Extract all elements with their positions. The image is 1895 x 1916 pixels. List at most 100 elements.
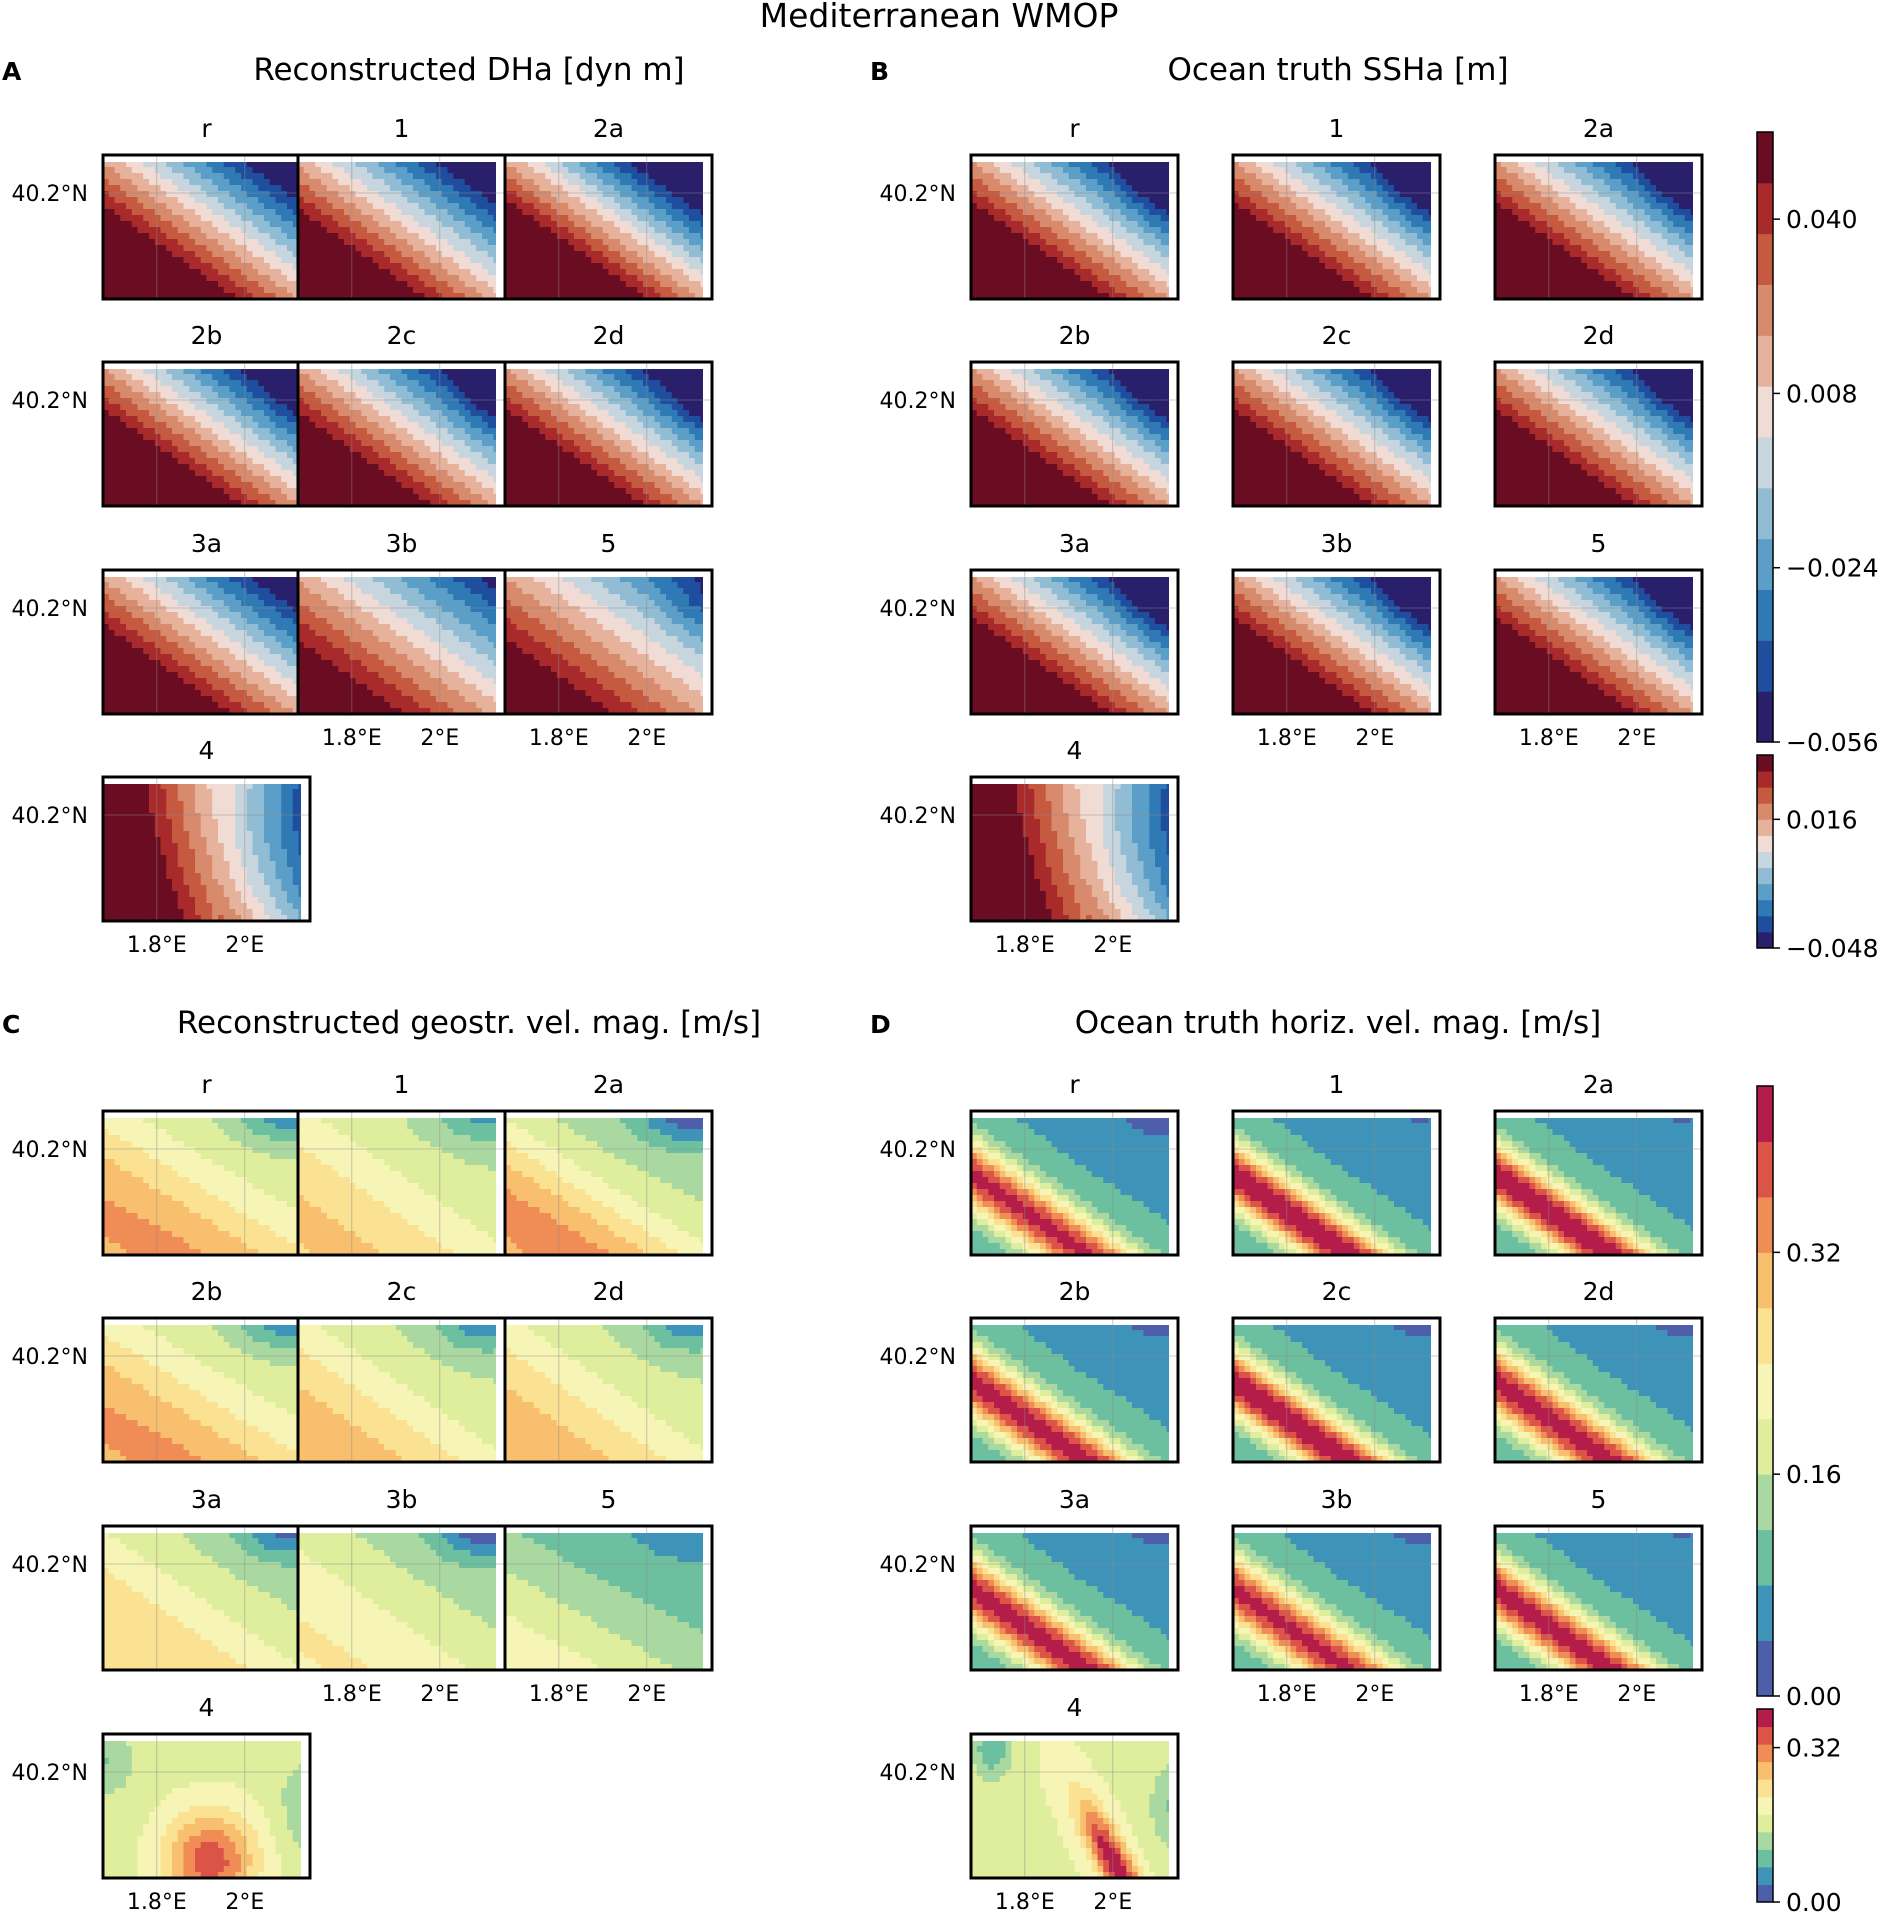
subplot-frame xyxy=(1231,1316,1442,1464)
colorbar-vel-4: 0.32 0.00 xyxy=(1756,1708,1842,1916)
colorbar-level xyxy=(1757,1363,1773,1420)
colorbar-level xyxy=(1757,1640,1773,1697)
contour-field xyxy=(103,1111,310,1255)
colorbar-frame xyxy=(1756,1085,1774,1697)
lon-tick-label: 2°E xyxy=(225,933,264,958)
subplot-label: r xyxy=(1069,114,1080,143)
lon-tick-label: 1.8°E xyxy=(322,726,382,751)
colorbar-level xyxy=(1757,1761,1773,1780)
lon-tick-label: 2°E xyxy=(1093,933,1132,958)
contour-field xyxy=(1233,1526,1440,1670)
colorbar-level xyxy=(1757,284,1773,336)
colorbar-tick-label: −0.056 xyxy=(1786,728,1879,757)
panel-c: C Reconstructed geostr. vel. mag. [m/s] r 4… xyxy=(2,1005,761,1915)
colorbar-tick-label: 0.008 xyxy=(1786,379,1858,408)
subplot-label: 2c xyxy=(387,1277,417,1306)
colorbar-level xyxy=(1757,1307,1773,1364)
subplot-frame xyxy=(969,1732,1180,1880)
colorbar-level xyxy=(1757,1529,1773,1586)
panel-letter: A xyxy=(2,57,22,86)
colorbar-level xyxy=(1757,335,1773,387)
subplot-a-2c: 2c xyxy=(296,321,507,508)
colorbar-level xyxy=(1757,883,1773,901)
colorbar-tick-label: 0.00 xyxy=(1786,1682,1842,1711)
lon-tick-label: 1.8°E xyxy=(127,1890,187,1915)
subplot-frame xyxy=(503,1109,714,1257)
subplot-label: 5 xyxy=(601,529,617,558)
colorbar-level xyxy=(1757,233,1773,285)
colorbar-level xyxy=(1757,691,1773,743)
subplot-d-3a: 3a 40.2°N xyxy=(880,1485,1180,1672)
colorbar-level xyxy=(1757,1196,1773,1253)
lon-tick-label: 1.8°E xyxy=(127,933,187,958)
subplot-frame xyxy=(1231,153,1442,301)
colorbar-frame xyxy=(1756,754,1774,949)
contour-field xyxy=(298,362,505,506)
panels-layer: A Reconstructed DHa [dyn m] r 40.2°N 1 2a 2b 40… xyxy=(2,52,1704,1915)
subplot-a-5: 5 1.8°E 2°E xyxy=(503,529,714,751)
subplot-frame xyxy=(101,1732,312,1880)
lat-tick-label: 40.2°N xyxy=(880,1138,956,1163)
colorbar-level xyxy=(1757,851,1773,869)
contour-field xyxy=(971,155,1178,299)
subplot-frame xyxy=(969,775,1180,923)
contour-field xyxy=(505,1111,712,1255)
colorbar-level xyxy=(1757,835,1773,852)
subplot-c-2a: 2a xyxy=(503,1070,714,1257)
subplot-label: 2b xyxy=(191,1277,223,1306)
lon-tick-label: 1.8°E xyxy=(1257,726,1317,751)
subplot-b-2d: 2d xyxy=(1493,321,1704,508)
subplot-frame xyxy=(969,568,1180,716)
subplot-label: 3a xyxy=(1059,1485,1090,1514)
subplot-label: 3b xyxy=(386,1485,418,1514)
subplot-b-3b: 3b 1.8°E 2°E xyxy=(1231,529,1442,751)
subplot-label: 3b xyxy=(1321,1485,1353,1514)
lat-tick-label: 40.2°N xyxy=(880,597,956,622)
colorbar-level xyxy=(1757,1252,1773,1309)
colorbar-level xyxy=(1757,771,1773,788)
contour-field xyxy=(103,1734,310,1878)
subplot-label: 3b xyxy=(1321,529,1353,558)
contour-field xyxy=(971,362,1178,506)
subplot-a-r: r 40.2°N xyxy=(12,114,312,301)
colorbar-level xyxy=(1757,803,1773,820)
contour-field xyxy=(1495,155,1702,299)
colorbar-level xyxy=(1757,787,1773,804)
colorbar-level xyxy=(1757,1418,1773,1475)
colorbar-level xyxy=(1757,867,1773,885)
subplot-frame xyxy=(969,153,1180,301)
lat-tick-label: 40.2°N xyxy=(880,389,956,414)
lat-tick-label: 40.2°N xyxy=(12,1138,88,1163)
lon-tick-label: 1.8°E xyxy=(1257,1682,1317,1707)
colorbar-level xyxy=(1757,1726,1773,1745)
contour-field xyxy=(1233,570,1440,714)
colorbar-tick-label: −0.024 xyxy=(1786,554,1879,583)
lon-tick-label: 1.8°E xyxy=(529,1682,589,1707)
lon-tick-label: 2°E xyxy=(627,726,666,751)
subplot-c-1: 1 xyxy=(296,1070,507,1257)
colorbar-level xyxy=(1757,931,1773,949)
lat-tick-label: 40.2°N xyxy=(880,182,956,207)
colorbar-tick-label: 0.00 xyxy=(1786,1888,1842,1916)
colorbar-level xyxy=(1757,899,1773,917)
colorbars-layer: 0.040 0.008 −0.024 −0.056 0.016 −0.048 0.32 0.1… xyxy=(1756,131,1879,1916)
panel-b: B Ocean truth SSHa [m]r40.2°N1 2a2b40.2°N2… xyxy=(870,52,1704,958)
subplot-label: 2c xyxy=(387,321,417,350)
colorbar-tick-label: 0.040 xyxy=(1786,205,1858,234)
panel-a: A Reconstructed DHa [dyn m] r 40.2°N 1 2a 2b 40… xyxy=(2,52,714,958)
contour-field xyxy=(298,1526,505,1670)
lon-tick-label: 2°E xyxy=(225,1890,264,1915)
subplot-a-4: 4 40.2°N 1.8°E 2°E xyxy=(12,736,312,958)
subplot-label: 2a xyxy=(593,114,624,143)
subplot-label: 1 xyxy=(1329,1070,1345,1099)
subplot-b-5: 5 1.8°E 2°E xyxy=(1493,529,1704,751)
colorbar-level xyxy=(1757,1141,1773,1198)
subplot-label: 3b xyxy=(386,529,418,558)
colorbar-level xyxy=(1757,1796,1773,1815)
panel-d: D Ocean truth horiz. vel. mag. [m/s] r 40.2… xyxy=(870,1005,1704,1915)
contour-field xyxy=(103,777,310,921)
subplot-d-4: 4 40.2°N 1.8°E 2°E xyxy=(880,1693,1180,1915)
lat-tick-label: 40.2°N xyxy=(12,389,88,414)
lat-tick-label: 40.2°N xyxy=(880,1553,956,1578)
contour-field xyxy=(971,777,1178,921)
